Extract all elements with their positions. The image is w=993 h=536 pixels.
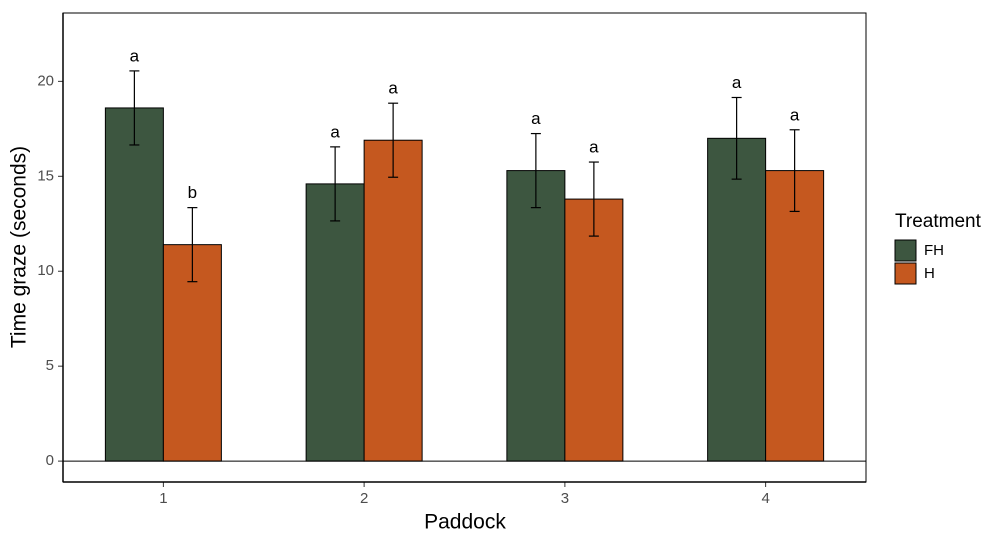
y-tick-label: 0	[46, 452, 54, 469]
x-tick-label: 2	[360, 490, 368, 507]
x-tick-label: 3	[561, 490, 569, 507]
x-tick-label: 4	[761, 490, 769, 507]
legend-swatch	[894, 239, 917, 262]
y-axis-label: Time graze (seconds)	[8, 146, 31, 348]
bar	[564, 198, 624, 462]
significance-letter: a	[732, 73, 742, 92]
y-tick-label: 5	[46, 357, 54, 374]
bar	[305, 183, 365, 462]
legend-label: H	[924, 265, 935, 282]
legend-swatch	[894, 262, 917, 285]
y-tick-label: 20	[37, 72, 54, 89]
y-tick-label: 10	[37, 262, 54, 279]
significance-letter: a	[531, 109, 541, 128]
legend-title: Treatment	[895, 211, 982, 232]
significance-letter: a	[388, 79, 398, 98]
bar	[506, 170, 566, 462]
bar	[104, 107, 164, 462]
significance-letter: a	[790, 105, 800, 124]
bar	[707, 137, 767, 462]
significance-letter: a	[589, 138, 599, 157]
significance-letter: a	[130, 46, 140, 65]
legend-label: FH	[924, 242, 944, 259]
x-tick-label: 1	[159, 490, 167, 507]
significance-letter: b	[188, 183, 197, 202]
bar	[363, 139, 423, 462]
significance-letter: a	[330, 122, 340, 141]
bar	[765, 170, 825, 462]
x-axis-label: Paddock	[424, 511, 506, 534]
y-tick-label: 15	[37, 167, 54, 184]
